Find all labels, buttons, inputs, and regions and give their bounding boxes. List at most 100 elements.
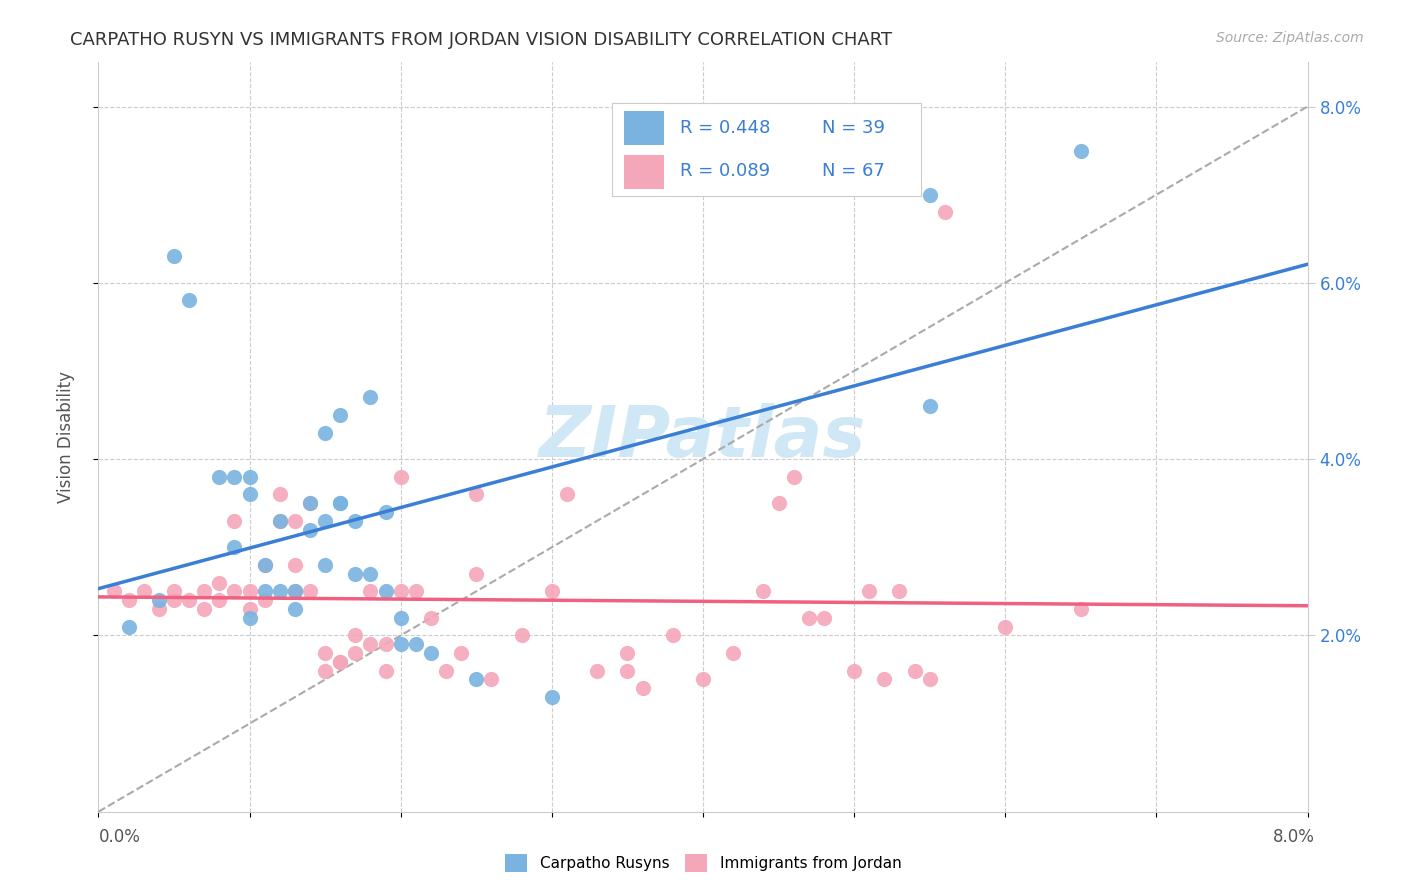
Point (692, 673, 714, 687)
Point (661, 628, 683, 642)
Point (616, 664, 638, 678)
Point (269, 487, 291, 501)
Point (465, 487, 488, 501)
Point (284, 584, 307, 599)
Point (374, 664, 396, 678)
Point (360, 391, 382, 405)
Point (284, 558, 307, 572)
Point (239, 611, 262, 625)
Text: N = 39: N = 39 (823, 119, 884, 136)
Point (299, 584, 322, 599)
Point (540, 584, 562, 599)
Point (904, 664, 927, 678)
FancyBboxPatch shape (624, 111, 664, 145)
Point (389, 469, 412, 483)
Point (179, 593, 201, 607)
Point (208, 593, 231, 607)
Point (465, 566, 488, 581)
Point (329, 655, 352, 669)
Point (193, 602, 215, 616)
Point (299, 523, 322, 537)
Point (360, 566, 382, 581)
Point (253, 584, 276, 599)
Point (450, 646, 472, 660)
Point (616, 646, 638, 660)
Point (284, 514, 307, 528)
Point (224, 514, 246, 528)
Point (224, 469, 246, 483)
Point (269, 514, 291, 528)
Point (344, 566, 367, 581)
Point (239, 602, 262, 616)
Text: 8.0%: 8.0% (1272, 828, 1315, 846)
Point (481, 673, 503, 687)
Point (813, 611, 835, 625)
Point (239, 487, 262, 501)
Point (723, 646, 745, 660)
Point (314, 425, 336, 440)
Point (389, 584, 412, 599)
Point (269, 514, 291, 528)
Text: 0.0%: 0.0% (98, 828, 141, 846)
Point (208, 575, 231, 590)
Point (374, 505, 396, 519)
Point (389, 611, 412, 625)
Point (239, 469, 262, 483)
FancyBboxPatch shape (624, 155, 664, 189)
Point (329, 496, 352, 510)
Point (420, 646, 443, 660)
Point (118, 619, 141, 633)
Point (299, 496, 322, 510)
Point (179, 293, 201, 308)
Legend: Carpatho Rusyns, Immigrants from Jordan: Carpatho Rusyns, Immigrants from Jordan (498, 847, 908, 879)
Point (586, 664, 609, 678)
Point (434, 664, 457, 678)
Point (208, 469, 231, 483)
Point (768, 496, 790, 510)
Point (344, 514, 367, 528)
Point (918, 673, 941, 687)
Point (889, 584, 911, 599)
Point (299, 496, 322, 510)
Point (555, 487, 578, 501)
Point (374, 637, 396, 651)
Point (389, 637, 412, 651)
Point (284, 584, 307, 599)
Point (405, 637, 427, 651)
Point (1070, 602, 1092, 616)
Point (360, 584, 382, 599)
Point (510, 628, 533, 642)
Point (783, 469, 806, 483)
Point (269, 584, 291, 599)
Point (797, 611, 820, 625)
Point (844, 664, 866, 678)
Text: N = 67: N = 67 (823, 162, 884, 180)
Point (994, 619, 1017, 633)
Point (314, 664, 336, 678)
Point (163, 584, 186, 599)
Point (148, 593, 170, 607)
Point (224, 541, 246, 555)
Point (239, 584, 262, 599)
Point (420, 611, 443, 625)
Point (253, 558, 276, 572)
Point (374, 584, 396, 599)
Point (752, 584, 775, 599)
Point (344, 646, 367, 660)
Point (103, 584, 125, 599)
Point (224, 584, 246, 599)
Point (329, 655, 352, 669)
Point (163, 593, 186, 607)
Point (934, 205, 956, 219)
Point (163, 249, 186, 263)
Point (193, 584, 215, 599)
Y-axis label: Vision Disability: Vision Disability (56, 371, 75, 503)
Point (284, 602, 307, 616)
Point (314, 646, 336, 660)
Point (858, 584, 880, 599)
Point (148, 602, 170, 616)
Point (253, 593, 276, 607)
Point (132, 584, 155, 599)
Point (344, 628, 367, 642)
Text: R = 0.448: R = 0.448 (679, 119, 770, 136)
